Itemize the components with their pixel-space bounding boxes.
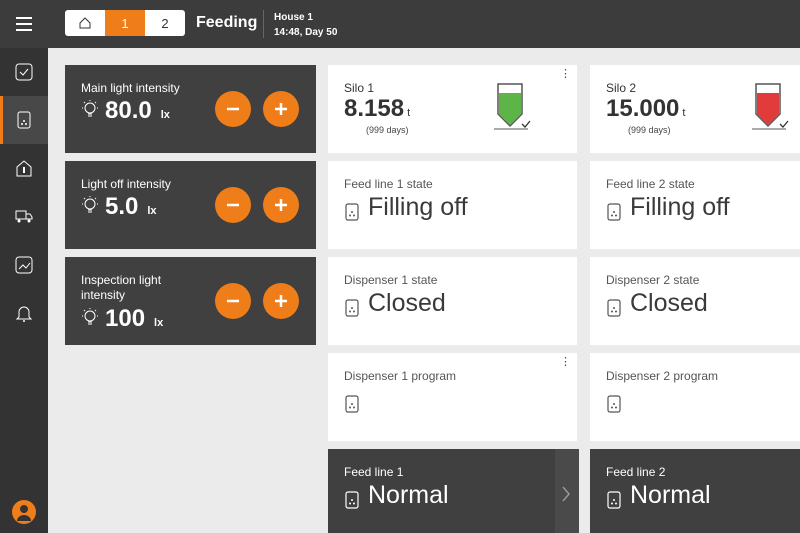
status-title: Feed line 1 state <box>344 177 433 191</box>
decrease-button[interactable] <box>215 187 251 223</box>
user-avatar[interactable] <box>12 500 36 524</box>
feed-line-card[interactable]: Feed line 2 Normal <box>590 449 800 533</box>
control-label: Inspection light intensity <box>81 273 162 302</box>
decrease-button[interactable] <box>215 91 251 127</box>
control-label: Main light intensity <box>81 81 180 95</box>
unit: t <box>682 107 686 119</box>
nav-item[interactable] <box>0 192 48 240</box>
sidebar <box>0 48 48 533</box>
state-text: Closed <box>630 289 708 317</box>
nav-item[interactable] <box>0 289 48 337</box>
state-text: Normal <box>368 481 449 509</box>
home-tab[interactable] <box>65 10 105 36</box>
unit: lx <box>160 109 170 121</box>
light-control-card: Inspection light intensity 100 lx <box>65 257 316 345</box>
dispenser-icon <box>606 199 622 221</box>
control-value: 80.0 lx <box>81 97 170 125</box>
status-value <box>606 391 622 413</box>
divider <box>263 10 264 38</box>
status-title: Dispenser 1 program <box>344 369 457 383</box>
nav-item[interactable] <box>0 144 48 192</box>
unit: t <box>407 107 411 119</box>
nav-item[interactable] <box>0 48 48 96</box>
value: 100 <box>105 305 146 332</box>
state-text: Filling off <box>630 193 730 221</box>
time: 14:48, Day 50 <box>274 27 338 38</box>
chevron-right <box>561 485 571 503</box>
increase-button[interactable] <box>263 187 299 223</box>
state-text: Closed <box>368 289 446 317</box>
unit: lx <box>154 317 164 329</box>
control-label: Light off intensity <box>81 177 171 191</box>
silo-amount: 15.000 t <box>606 95 685 123</box>
bulb-icon <box>81 308 99 326</box>
silo-name: Silo 2 <box>606 81 637 95</box>
tab[interactable]: 2 <box>145 10 185 36</box>
dispenser-icon <box>606 487 622 509</box>
status-card: Feed line 2 state Filling off <box>590 161 800 249</box>
silo-card: Silo 1 8.158 t (999 days) ⋮ <box>328 65 577 153</box>
feed-line-card[interactable]: Feed line 1 Normal <box>328 449 579 533</box>
dispenser-icon <box>344 199 360 221</box>
status-value: Filling off <box>606 193 730 222</box>
bulb-icon <box>81 196 99 214</box>
status-card: Feed line 1 state Filling off <box>328 161 577 249</box>
light-control-card: Light off intensity 5.0 lx <box>65 161 316 249</box>
page-title: Feeding <box>196 14 258 31</box>
silo-icon <box>750 79 790 133</box>
status-value: Closed <box>344 289 446 318</box>
location: House 1 <box>274 12 313 23</box>
value: 80.0 <box>105 97 152 124</box>
tab-group: 1 2 <box>65 10 185 36</box>
nav-item[interactable] <box>0 96 48 144</box>
status-card: Dispenser 2 state Closed <box>590 257 800 345</box>
silo-days: (999 days) <box>628 125 671 135</box>
control-value: 100 lx <box>81 305 163 333</box>
bulb-icon <box>81 100 99 118</box>
nav-item[interactable] <box>0 241 48 289</box>
state-text: Normal <box>630 481 711 509</box>
increase-button[interactable] <box>263 91 299 127</box>
dispenser-icon <box>344 295 360 317</box>
silo-days: (999 days) <box>366 125 409 135</box>
status-value: Closed <box>606 289 708 318</box>
feed-line-state: Normal <box>606 481 711 510</box>
silo-amount: 8.158 t <box>344 95 410 123</box>
status-card: Dispenser 2 program <box>590 353 800 441</box>
status-title: Dispenser 2 program <box>606 369 719 383</box>
status-value <box>344 391 360 413</box>
dispenser-icon <box>344 487 360 509</box>
status-title: Dispenser 1 state <box>344 273 438 287</box>
dispenser-icon <box>606 295 622 317</box>
feed-line-state: Normal <box>344 481 449 510</box>
amount: 8.158 <box>344 95 405 122</box>
more-menu[interactable]: ⋮ <box>560 356 571 368</box>
more-menu[interactable]: ⋮ <box>560 68 571 80</box>
dispenser-icon <box>606 391 622 413</box>
tab[interactable]: 1 <box>105 10 145 36</box>
status-title: Dispenser 2 state <box>606 273 700 287</box>
amount: 15.000 <box>606 95 680 122</box>
light-control-card: Main light intensity 80.0 lx <box>65 65 316 153</box>
menu-button[interactable] <box>14 14 34 34</box>
dispenser-icon <box>344 391 360 413</box>
control-value: 5.0 lx <box>81 193 157 221</box>
status-title: Feed line 2 state <box>606 177 695 191</box>
state-text: Filling off <box>368 193 468 221</box>
value: 5.0 <box>105 193 139 220</box>
feed-line-title: Feed line 1 <box>344 465 404 479</box>
unit: lx <box>147 205 157 217</box>
silo-name: Silo 1 <box>344 81 375 95</box>
decrease-button[interactable] <box>215 283 251 319</box>
status-card: Dispenser 1 state Closed <box>328 257 577 345</box>
feed-line-title: Feed line 2 <box>606 465 666 479</box>
increase-button[interactable] <box>263 283 299 319</box>
status-value: Filling off <box>344 193 468 222</box>
top-bar: 1 2 Feeding House 1 14:48, Day 50 <box>0 0 800 48</box>
silo-card: Silo 2 15.000 t (999 days) <box>590 65 800 153</box>
silo-icon <box>492 79 532 133</box>
status-card: Dispenser 1 program ⋮ <box>328 353 577 441</box>
